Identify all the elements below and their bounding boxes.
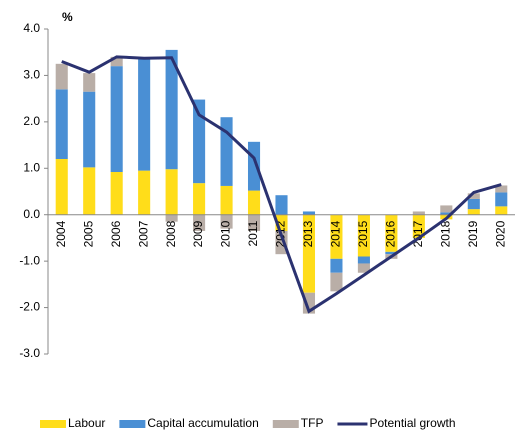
bar bbox=[193, 214, 206, 231]
bar bbox=[247, 190, 261, 215]
x-tick-label: 2013 bbox=[301, 220, 315, 247]
x-tick-label: 2004 bbox=[54, 220, 68, 247]
x-tick-label: 2010 bbox=[219, 220, 233, 247]
x-tick-label: 2016 bbox=[384, 220, 398, 247]
bar bbox=[440, 212, 453, 215]
x-tick-label: 2019 bbox=[466, 220, 480, 247]
x-tick-label: 2008 bbox=[164, 220, 178, 247]
line bbox=[61, 55, 502, 314]
bar bbox=[495, 192, 508, 207]
bar bbox=[110, 56, 123, 67]
bar bbox=[247, 214, 261, 231]
bar bbox=[55, 63, 68, 90]
bar bbox=[165, 49, 178, 170]
x-tick-label: 2015 bbox=[356, 220, 370, 247]
x-tick-label: 2011 bbox=[246, 220, 260, 246]
bar bbox=[193, 183, 206, 215]
legend-label: Labour bbox=[68, 416, 105, 430]
bar bbox=[110, 66, 123, 172]
bar bbox=[193, 99, 206, 184]
y-unit: % bbox=[62, 10, 73, 24]
bar bbox=[55, 89, 68, 159]
bar bbox=[165, 214, 178, 222]
bar bbox=[55, 159, 68, 215]
legend-swatch bbox=[272, 420, 299, 428]
y-tick-label: 1.0 bbox=[23, 160, 40, 174]
bar bbox=[83, 167, 96, 215]
bar bbox=[330, 214, 343, 259]
x-tick-label: 2009 bbox=[191, 220, 205, 247]
x-tick-label: 2014 bbox=[329, 220, 343, 247]
bar bbox=[440, 205, 453, 213]
bar bbox=[110, 172, 123, 215]
bar bbox=[330, 258, 343, 273]
bar bbox=[220, 214, 233, 229]
x-tick-label: 2007 bbox=[136, 220, 150, 247]
y-tick-label: 3.0 bbox=[23, 68, 40, 82]
bar bbox=[467, 198, 480, 210]
y-tick-label: 4.0 bbox=[23, 21, 40, 35]
bar bbox=[220, 117, 233, 186]
bar bbox=[467, 193, 480, 199]
bar bbox=[138, 59, 151, 171]
y-tick-label: -2.0 bbox=[19, 300, 40, 314]
bar bbox=[357, 256, 370, 264]
bar bbox=[302, 211, 316, 215]
x-tick-label: 2006 bbox=[109, 220, 123, 247]
legend-label: Capital accumulation bbox=[147, 416, 258, 430]
legend-swatch bbox=[40, 420, 66, 428]
bar bbox=[275, 195, 288, 215]
legend-label: TFP bbox=[301, 416, 324, 430]
y-tick-label: 0.0 bbox=[23, 207, 40, 221]
bar bbox=[495, 206, 508, 215]
bar bbox=[165, 169, 178, 215]
bar bbox=[385, 214, 398, 252]
bar bbox=[495, 185, 508, 193]
bar bbox=[385, 251, 398, 255]
y-tick-label: 2.0 bbox=[23, 114, 40, 128]
bar bbox=[467, 209, 480, 215]
x-tick-label: 2018 bbox=[438, 220, 452, 247]
bar bbox=[357, 263, 370, 273]
x-tick-label: 2005 bbox=[81, 220, 95, 247]
bar bbox=[138, 170, 151, 215]
x-tick-label: 2020 bbox=[493, 220, 507, 247]
bar bbox=[220, 185, 233, 215]
bar bbox=[275, 230, 288, 255]
bar bbox=[83, 91, 96, 168]
bar bbox=[83, 73, 96, 92]
legend-swatch bbox=[119, 420, 146, 428]
bar bbox=[357, 214, 370, 257]
y-tick-label: -3.0 bbox=[19, 346, 40, 360]
bar bbox=[302, 214, 316, 293]
bar bbox=[330, 272, 343, 292]
bar bbox=[412, 211, 425, 215]
bar bbox=[412, 214, 425, 238]
y-tick-label: -1.0 bbox=[19, 253, 40, 267]
legend-label: Potential growth bbox=[369, 416, 455, 430]
